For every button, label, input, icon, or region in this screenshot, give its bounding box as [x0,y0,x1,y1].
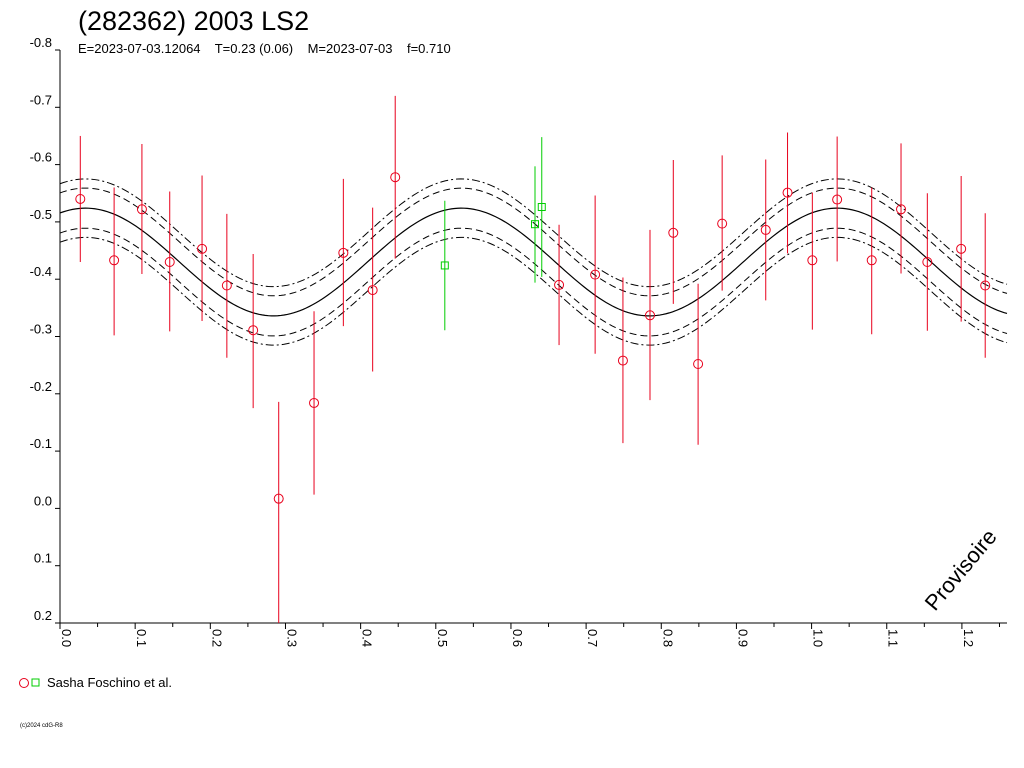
data-point-circle [866,255,877,266]
x-tick-label: 0.0 [59,629,74,647]
data-point-circle [760,224,771,235]
x-tick-label: 0.6 [510,629,525,647]
y-tick-label: -0.8 [30,35,52,50]
y-tick-label: -0.4 [30,264,52,279]
x-tick-label: 0.8 [660,629,675,647]
y-tick-label: 0.0 [34,493,52,508]
fit-envelope-dashed [59,227,1008,337]
data-point-circle [221,280,232,291]
data-point-circle [164,257,175,268]
data-point-circle [367,285,378,296]
data-point-square [440,261,449,270]
chart-subtitle: E=2023-07-03.12064 T=0.23 (0.06) M=2023-… [78,41,451,56]
legend-circle-marker [19,678,29,688]
data-point-circle [668,227,679,238]
y-tick-label: -0.3 [30,322,52,337]
axes [59,50,1007,624]
legend: Sasha Foschino et al. [19,675,172,690]
fit-curves [59,178,1008,346]
data-point-circle [390,172,401,183]
provisional-watermark: Provisoire [920,524,1002,615]
y-tick-label: -0.2 [30,379,52,394]
fit-envelope-dashed [59,187,1008,297]
fit-envelope-dashdot [59,178,1008,288]
x-tick-label: 1.2 [961,629,976,647]
y-tick-label: -0.7 [30,92,52,107]
x-tick-label: 0.9 [735,629,750,647]
y-tick-label: -0.6 [30,150,52,165]
data-point-circle [338,247,349,258]
data-point-circle [922,257,933,268]
x-tick-label: 0.7 [585,629,600,647]
data-point-circle [896,204,907,215]
legend-square-marker [31,678,40,687]
data-point-circle [309,397,320,408]
y-tick-label: -0.1 [30,436,52,451]
data-point-circle [109,255,120,266]
legend-label: Sasha Foschino et al. [47,675,172,690]
data-point-circle [273,493,284,504]
x-axis-ticks: 0.0 0.1 0.2 0.3 0.4 0.5 0.6 0.7 0.8 0.9 1.0 1.1 1.2 [59,623,1000,647]
data-point-circle [807,255,818,266]
y-tick-label: 0.2 [34,608,52,623]
data-point-circle [75,193,86,204]
copyright-note: (c)2024 cdG-R8 [20,723,63,729]
data-point-circle [782,187,793,198]
fit-envelope-dashdot [59,236,1008,346]
data-point-circle [644,310,655,321]
data-point-circle [136,204,147,215]
x-tick-label: 0.3 [284,629,299,647]
data-point-circle [717,218,728,229]
x-tick-label: 0.4 [360,629,375,647]
data-point-circle [693,359,704,370]
data-point-circle [590,269,601,280]
data-point-circle [980,280,991,291]
y-axis-ticks: -0.8 -0.7 -0.6 -0.5 -0.4 -0.3 -0.2 -0.1 0.0 0.1 0.… [30,35,60,624]
x-tick-label: 0.5 [435,629,450,647]
x-tick-label: 1.0 [811,629,826,647]
data-point-square [537,203,546,212]
data-point-circle [554,279,565,290]
y-tick-label: -0.5 [30,207,52,222]
data-point-circle [197,243,208,254]
x-tick-label: 0.2 [209,629,224,647]
y-tick-label: 0.1 [34,551,52,566]
x-tick-label: 1.1 [886,629,901,647]
data-point-circle [617,355,628,366]
data-points [75,95,991,623]
data-point-circle [956,243,967,254]
data-point-square [531,220,540,229]
data-point-circle [832,194,843,205]
fit-curve [59,207,1008,317]
chart-title: (282362) 2003 LS2 [78,6,309,36]
x-tick-label: 0.1 [134,629,149,647]
data-point-circle [248,325,259,336]
